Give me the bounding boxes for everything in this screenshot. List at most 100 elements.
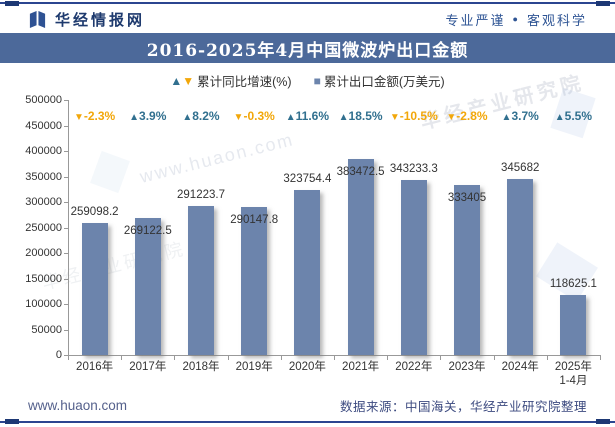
legend-amount-label: 累计出口金额(万美元) [323,75,445,89]
down-triangle-icon: ▼ [389,112,400,123]
growth-rate-value: -2.8% [456,109,488,123]
x-axis-category-line: 2020年 [288,361,326,373]
brand-name: 华经情报网 [55,11,146,29]
x-axis-category-label: 2021年 [329,360,392,374]
x-axis-category-line: 2023年 [448,361,486,373]
export-amount-bar [560,294,587,355]
growth-rate-label: ▲11.6% [274,109,341,123]
down-triangle-icon: ▼ [73,112,84,123]
bar-value-label: 259098.2 [70,205,119,218]
x-axis-category-line: 2016年 [76,361,114,373]
export-amount-bar [134,217,161,355]
y-axis-tick [64,227,68,229]
growth-rate-label: ▲3.7% [487,109,554,123]
x-axis-tick [493,356,495,360]
y-axis-tick-label: 50000 [31,323,62,336]
frame-cap-top-right [596,1,610,6]
bar-value-label: 345682 [501,161,540,174]
bar-value-label: 333405 [447,191,487,204]
growth-rate-value: 3.9% [139,109,167,123]
y-axis-tick [64,278,68,280]
slogan-dot-icon: ● [512,14,520,24]
y-axis-tick [64,355,68,356]
header-bar: 华经情报网 专业严谨 ● 客观科学 [0,5,615,33]
export-amount-bar [81,222,108,355]
legend-up-triangle-icon: ▲ [170,73,183,88]
header-slogan: 专业严谨 ● 客观科学 [446,10,587,29]
footer-data-source: 数据来源：中国海关，华经产业研究院整理 [339,399,587,414]
y-axis-tick-label: 450000 [25,119,62,132]
growth-rate-label: ▼-10.5% [380,109,447,123]
chart-title-banner: 2016-2025年4月中国微波炉出口金额 [0,33,615,63]
x-axis-category-label: 2018年 [169,360,232,374]
up-triangle-icon: ▲ [182,112,193,123]
growth-rate-label: ▼-0.3% [221,109,288,123]
y-axis-tick-label: 100000 [25,298,62,310]
export-amount-bar [507,178,534,355]
down-triangle-icon: ▼ [446,112,457,123]
growth-rate-value: 3.7% [511,109,539,123]
growth-rate-label: ▲5.5% [540,109,607,123]
export-amount-bar [294,189,321,355]
frame-top-line [0,2,615,4]
x-axis-category-line: 2021年 [342,361,380,373]
growth-rate-value: 18.5% [348,109,383,123]
bar-value-label: 383472.5 [336,166,385,179]
slogan-left: 专业严谨 [445,12,506,28]
growth-rate-label: ▼-2.3% [61,109,128,123]
growth-rate-value: 11.6% [295,109,330,123]
growth-rate-value: -10.5% [399,109,438,123]
x-axis-category-line: 2017年 [129,361,167,373]
x-axis-tick [440,356,442,360]
bar-value-label: 269122.5 [123,224,172,237]
y-axis-line [68,100,69,355]
up-triangle-icon: ▲ [554,112,565,123]
legend-growth-label: 累计同比增速(%) [197,75,292,89]
up-triangle-icon: ▲ [129,112,140,123]
growth-rate-label: ▲18.5% [327,109,394,123]
growth-rate-label: ▼-2.8% [433,109,500,123]
y-axis-tick-label: 400000 [25,145,62,157]
growth-rate-label: ▲3.9% [114,109,181,123]
chart-title: 2016-2025年4月中国微波炉出口金额 [146,40,469,61]
y-axis-tick [64,202,68,203]
x-axis-category-label: 2020年 [276,360,339,374]
bar-value-label: 118625.1 [549,277,597,290]
x-axis-tick [68,356,69,360]
growth-rate-value: -2.3% [83,109,116,123]
x-axis-category-line: 2019年 [235,361,273,373]
y-axis-tick-label: 250000 [25,221,62,234]
footer-site-link[interactable]: www.huaon.com [28,397,128,413]
bar-value-label: 290147.8 [230,214,279,227]
bar-value-label: 323754.4 [283,172,332,185]
export-amount-bar [188,206,214,355]
frame-cap-top-left [5,1,19,6]
frame-bottom-line [0,421,615,423]
frame-cap-bottom-right [596,419,610,424]
brand-logo-icon [28,10,47,29]
x-axis-tick [600,356,601,360]
x-axis-tick [546,356,548,360]
export-amount-bar [454,184,480,355]
y-axis-tick [64,329,68,331]
x-axis-category-line: 2024年 [501,361,539,373]
x-axis-tick [334,356,335,360]
growth-rate-value: 5.5% [564,109,593,123]
growth-rate-value: 8.2% [192,109,220,123]
x-axis-category-label: 2017年 [116,360,179,374]
y-axis-tick-label: 150000 [25,272,62,285]
bar-value-label: 343233.3 [389,162,438,175]
y-axis-tick [64,253,68,254]
x-axis-tick [387,356,389,360]
x-axis-tick [121,356,123,360]
legend-down-triangle-icon: ▼ [182,73,195,88]
chart-legend: ▲ ▼ 累计同比增速(%) ■ 累计出口金额(万美元) [0,71,615,90]
y-axis-tick [64,100,68,101]
up-triangle-icon: ▲ [501,112,512,123]
legend-square-icon: ■ [313,73,321,88]
slogan-right: 客观科学 [526,12,587,28]
x-axis-tick [227,356,229,360]
y-axis-tick-label: 300000 [25,196,62,208]
y-axis-tick-label: 200000 [25,247,62,259]
